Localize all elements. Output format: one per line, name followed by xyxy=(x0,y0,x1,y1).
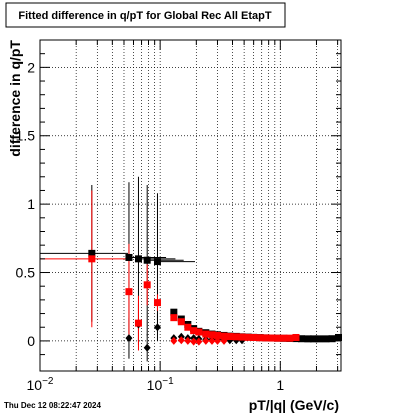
data-point-square xyxy=(286,334,294,342)
data-point-square xyxy=(170,308,178,316)
y-tick-label: 0 xyxy=(27,333,35,349)
data-point-square xyxy=(310,335,318,343)
y-tick-labels: 0 0.5 1 1.5 2 xyxy=(16,59,36,349)
data-point-square xyxy=(232,333,240,341)
x-tick-label: 10−2 xyxy=(27,376,54,393)
data-point-diamond xyxy=(143,343,151,352)
data-point-square xyxy=(134,255,142,263)
data-point-square xyxy=(125,253,133,261)
data-point-square xyxy=(125,288,133,296)
data-point-square xyxy=(170,314,178,322)
data-point-square xyxy=(238,333,246,341)
data-point-diamond xyxy=(213,336,221,345)
title-box-border xyxy=(5,2,286,28)
plot-frame xyxy=(39,39,342,372)
data-point-diamond xyxy=(184,336,192,345)
x-tick-label-exponent: −1 xyxy=(162,376,174,387)
data-point-square xyxy=(274,334,282,342)
footer-timestamp: Thu Dec 12 08:22:47 2024 xyxy=(4,401,101,410)
data-point-square xyxy=(250,333,258,341)
data-point-diamond xyxy=(208,336,216,345)
data-point-square xyxy=(134,319,142,327)
x-tick-label-base: 10 xyxy=(147,377,163,393)
data-point-square xyxy=(220,332,228,340)
data-point-square xyxy=(195,328,203,336)
x-tick-labels: 10−2 10−1 1 xyxy=(27,376,285,393)
data-point-square xyxy=(143,256,151,264)
data-point-diamond xyxy=(220,336,228,345)
data-point-square xyxy=(334,333,342,341)
x-axis-title: pT/|q| (GeV/c) xyxy=(249,397,339,413)
y-tick-label: 0.5 xyxy=(16,265,36,281)
y-tick-label: 1 xyxy=(27,196,35,212)
data-point-square xyxy=(202,330,210,338)
y-tick-label: 1.5 xyxy=(16,128,36,144)
data-point-square xyxy=(153,258,161,266)
chart-title-box: Fitted difference in q/pT for Global Rec… xyxy=(5,2,286,28)
data-point-diamond xyxy=(190,337,198,346)
data-point-diamond xyxy=(202,336,210,345)
data-point-square xyxy=(322,335,330,343)
markers-layer xyxy=(88,249,342,352)
data-point-square xyxy=(280,334,288,342)
data-point-diamond xyxy=(170,336,178,345)
y-tick-label: 2 xyxy=(27,59,35,75)
data-point-diamond xyxy=(125,334,133,343)
x-tick-label-exponent: −2 xyxy=(42,376,54,387)
data-point-square xyxy=(292,333,300,341)
data-point-square xyxy=(177,318,185,326)
data-point-diamond xyxy=(153,323,161,332)
data-point-square xyxy=(328,335,336,343)
data-point-diamond xyxy=(195,337,203,346)
data-point-square xyxy=(304,335,312,343)
data-point-square xyxy=(244,333,252,341)
data-point-square xyxy=(226,333,234,341)
data-point-square xyxy=(88,255,96,263)
data-point-diamond xyxy=(177,336,185,345)
data-point-square xyxy=(213,331,221,339)
ticks-layer xyxy=(39,40,341,371)
data-point-square xyxy=(262,334,270,342)
data-point-square xyxy=(297,335,305,343)
x-tick-label-base: 1 xyxy=(276,377,284,393)
data-point-square xyxy=(143,281,151,289)
x-tick-label: 10−1 xyxy=(147,376,174,393)
data-point-square xyxy=(208,331,216,339)
data-point-square xyxy=(153,299,161,307)
data-point-square xyxy=(88,249,96,257)
data-point-square xyxy=(315,335,323,343)
x-tick-label: 1 xyxy=(276,377,284,393)
x-tick-label-base: 10 xyxy=(27,377,43,393)
data-point-square xyxy=(268,334,276,342)
y-axis-title: difference in q/pT xyxy=(7,40,23,157)
data-point-square xyxy=(256,334,264,342)
data-point-square xyxy=(184,323,192,331)
chart-title: Fitted difference in q/pT for Global Rec… xyxy=(18,10,272,22)
data-point-square xyxy=(190,327,198,335)
